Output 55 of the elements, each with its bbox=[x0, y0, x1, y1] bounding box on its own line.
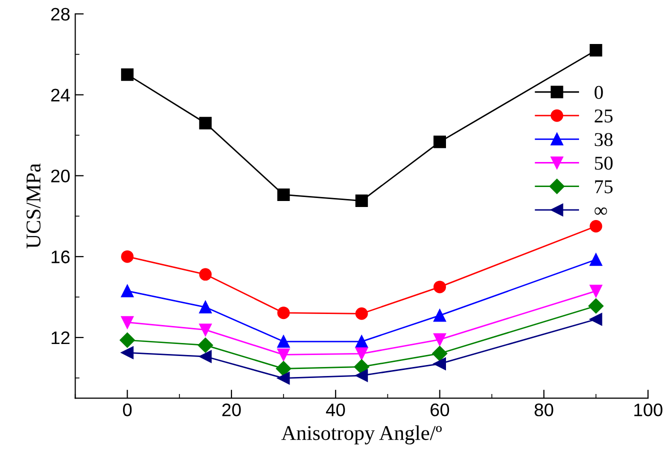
point bbox=[354, 359, 370, 374]
y-tick-label: 28 bbox=[51, 8, 70, 21]
x-tick-label: 80 bbox=[534, 404, 554, 416]
point bbox=[590, 220, 602, 233]
point bbox=[432, 346, 448, 362]
point bbox=[199, 350, 212, 363]
legend-label: 0 bbox=[594, 86, 603, 99]
y-tick-label: 24 bbox=[51, 88, 70, 102]
point bbox=[590, 284, 602, 298]
point bbox=[433, 136, 446, 148]
point bbox=[590, 44, 602, 57]
point bbox=[120, 332, 135, 348]
point bbox=[198, 338, 213, 353]
x-axis-title: Anisotropy Angle/º bbox=[281, 425, 442, 444]
point bbox=[121, 68, 134, 81]
point bbox=[355, 307, 368, 320]
point bbox=[433, 280, 446, 294]
x-tick-label: 60 bbox=[430, 404, 450, 416]
legend-label: 50 bbox=[595, 156, 613, 170]
y-tick-label: 16 bbox=[52, 250, 70, 264]
point bbox=[590, 313, 602, 326]
point bbox=[590, 253, 602, 266]
point bbox=[199, 268, 212, 281]
legend-label: ∞ bbox=[594, 207, 608, 215]
y-tick-label: 20 bbox=[51, 170, 70, 182]
point bbox=[276, 361, 292, 376]
point bbox=[199, 116, 212, 130]
point bbox=[588, 298, 604, 314]
point bbox=[121, 346, 134, 359]
x-tick-label: 0 bbox=[123, 404, 132, 416]
point bbox=[355, 194, 368, 208]
point bbox=[433, 358, 446, 370]
legend-label: 38 bbox=[594, 133, 613, 146]
point bbox=[355, 347, 368, 360]
legend-label: 25 bbox=[594, 110, 613, 123]
y-axis-title: UCS/MPa bbox=[26, 163, 41, 248]
x-tick-label: 100 bbox=[634, 404, 662, 416]
legend-label: 75 bbox=[595, 180, 613, 194]
point bbox=[199, 300, 212, 314]
point bbox=[433, 333, 446, 346]
point bbox=[277, 306, 290, 320]
point bbox=[121, 250, 134, 263]
point bbox=[355, 369, 368, 382]
point bbox=[277, 348, 290, 361]
point bbox=[433, 309, 446, 322]
x-tick-label: 40 bbox=[326, 404, 345, 416]
point bbox=[277, 335, 290, 348]
point bbox=[277, 372, 290, 384]
point bbox=[277, 188, 290, 201]
point bbox=[199, 324, 212, 336]
y-tick-label: 12 bbox=[52, 331, 70, 344]
x-tick-label: 20 bbox=[222, 404, 241, 416]
point bbox=[121, 284, 134, 298]
point bbox=[355, 335, 368, 348]
point bbox=[121, 316, 134, 329]
